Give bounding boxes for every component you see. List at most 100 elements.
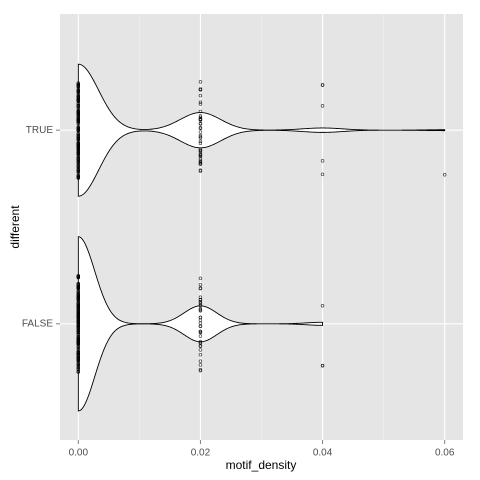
point — [198, 93, 203, 98]
point — [76, 166, 81, 171]
point — [76, 324, 81, 329]
point — [76, 150, 81, 154]
point — [198, 276, 203, 281]
point — [198, 301, 203, 305]
y-tick-label: TRUE — [26, 125, 54, 136]
point — [198, 141, 203, 145]
point — [76, 118, 81, 123]
point — [76, 348, 81, 352]
point — [76, 108, 81, 113]
point — [198, 114, 203, 118]
point — [198, 126, 203, 130]
point — [76, 296, 81, 300]
point — [198, 139, 203, 144]
point — [198, 168, 203, 172]
point — [320, 104, 325, 108]
point — [198, 88, 203, 92]
point — [198, 300, 203, 304]
point — [76, 304, 81, 309]
point — [76, 82, 81, 87]
point — [76, 110, 81, 114]
point — [76, 132, 81, 136]
point — [76, 93, 81, 98]
point — [76, 340, 81, 344]
point — [320, 304, 325, 308]
point — [198, 307, 203, 311]
point — [198, 148, 203, 153]
point — [76, 134, 81, 138]
x-tick-label: 0.00 — [69, 448, 89, 459]
point — [198, 298, 203, 302]
point — [76, 323, 81, 328]
point — [76, 303, 81, 307]
point — [198, 100, 203, 104]
point — [76, 161, 81, 165]
point — [76, 367, 81, 371]
point — [76, 355, 81, 360]
point — [198, 315, 203, 320]
point — [320, 159, 325, 163]
point — [198, 282, 203, 287]
point — [76, 317, 81, 321]
point — [76, 127, 81, 131]
point — [198, 341, 203, 345]
point — [76, 327, 81, 331]
point — [76, 147, 81, 151]
point — [198, 80, 203, 84]
point — [76, 359, 81, 364]
point — [76, 305, 81, 310]
point — [76, 364, 81, 368]
point — [76, 175, 81, 179]
point — [198, 153, 203, 158]
point — [76, 142, 81, 147]
point — [198, 102, 203, 106]
violin — [77, 236, 324, 412]
y-tick-label: FALSE — [22, 318, 53, 329]
point — [76, 143, 81, 148]
point — [198, 162, 203, 166]
point — [76, 366, 81, 370]
point — [76, 311, 81, 315]
point — [198, 115, 203, 119]
point — [76, 313, 81, 317]
point — [198, 135, 203, 139]
point — [198, 286, 203, 290]
point — [76, 115, 81, 119]
point — [76, 81, 81, 85]
point — [76, 90, 81, 94]
point — [198, 339, 203, 344]
point — [320, 172, 325, 177]
point — [76, 163, 81, 167]
point — [76, 97, 81, 101]
point — [76, 274, 81, 278]
point — [198, 352, 203, 357]
point — [198, 303, 203, 307]
point — [76, 319, 81, 323]
point — [198, 157, 203, 161]
point — [76, 330, 81, 335]
point — [198, 368, 203, 372]
x-tick-label: 0.04 — [313, 448, 333, 459]
point — [198, 136, 203, 140]
point — [76, 102, 81, 106]
point — [442, 173, 447, 177]
point — [198, 330, 203, 335]
point — [320, 363, 325, 368]
point — [76, 346, 81, 351]
point — [76, 294, 81, 299]
point — [198, 133, 203, 138]
x-tick-label: 0.02 — [191, 448, 211, 459]
point — [198, 334, 203, 338]
point — [198, 309, 203, 313]
point — [76, 159, 81, 164]
point — [198, 109, 203, 114]
point — [76, 332, 81, 337]
point — [198, 359, 203, 363]
point — [76, 174, 81, 178]
y-axis-title: different — [8, 205, 22, 249]
point — [76, 176, 81, 180]
point — [76, 293, 81, 297]
x-axis-title: motif_density — [226, 458, 297, 472]
